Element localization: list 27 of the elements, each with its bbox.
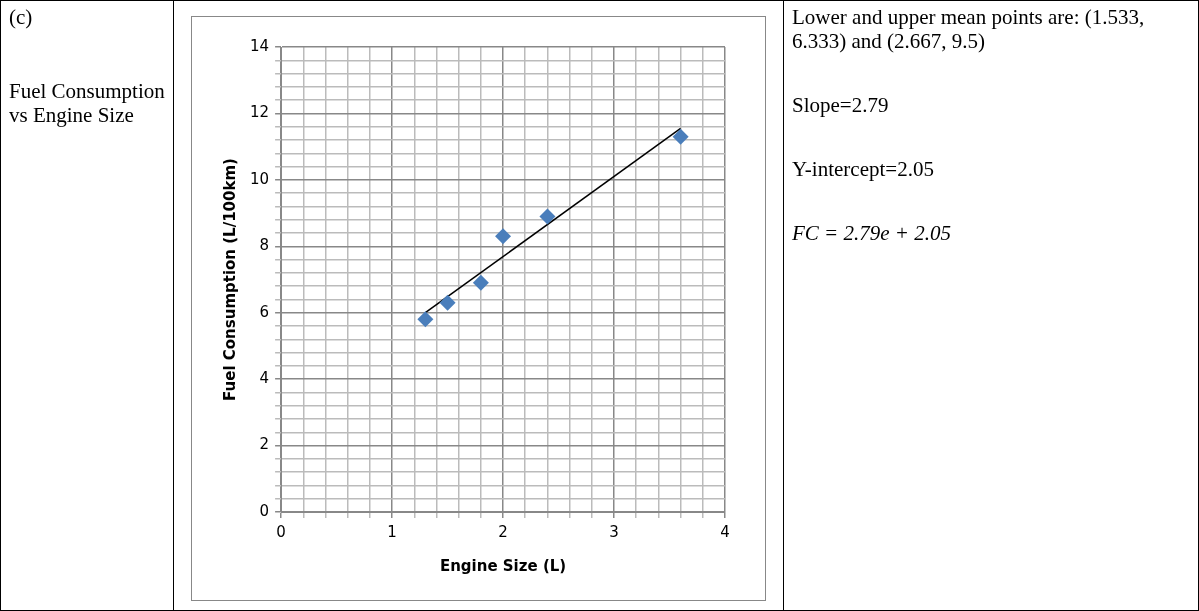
- point: [539, 208, 556, 225]
- y-tick-label: 8: [259, 236, 270, 255]
- y-tick-label: 10: [249, 169, 270, 188]
- point: [495, 228, 512, 245]
- y-axis-title: Fuel Consumption (L/100km): [220, 158, 239, 401]
- text: Lower and upper mean points are: (1.533, 6.333) and (2.667, 9.5): [792, 5, 1146, 53]
- text: Fuel Consumption vs Engine Size: [9, 79, 165, 127]
- point: [472, 274, 489, 291]
- y-tick-label: 12: [249, 103, 270, 122]
- point: [439, 294, 456, 311]
- text: (c): [9, 5, 34, 29]
- x-tick-label: 3: [609, 522, 619, 541]
- x-tick-label: 1: [387, 522, 397, 541]
- text: Slope=2.79: [792, 93, 890, 117]
- y-tick-label: 4: [259, 369, 270, 388]
- x-tick-label: 4: [720, 522, 730, 541]
- x-tick-label: 2: [498, 522, 508, 541]
- x-tick-label: 0: [276, 522, 286, 541]
- text: Y-intercept=2.05: [792, 157, 935, 181]
- y-tick-label: 0: [259, 501, 270, 520]
- y-tick-label: 2: [259, 435, 270, 454]
- y-tick-label: 6: [259, 302, 270, 321]
- text: FC = 2.79e + 2.05: [792, 221, 952, 245]
- point: [672, 128, 689, 145]
- point: [417, 311, 434, 328]
- x-axis-title: Engine Size (L): [439, 556, 567, 575]
- y-tick-label: 14: [249, 36, 270, 55]
